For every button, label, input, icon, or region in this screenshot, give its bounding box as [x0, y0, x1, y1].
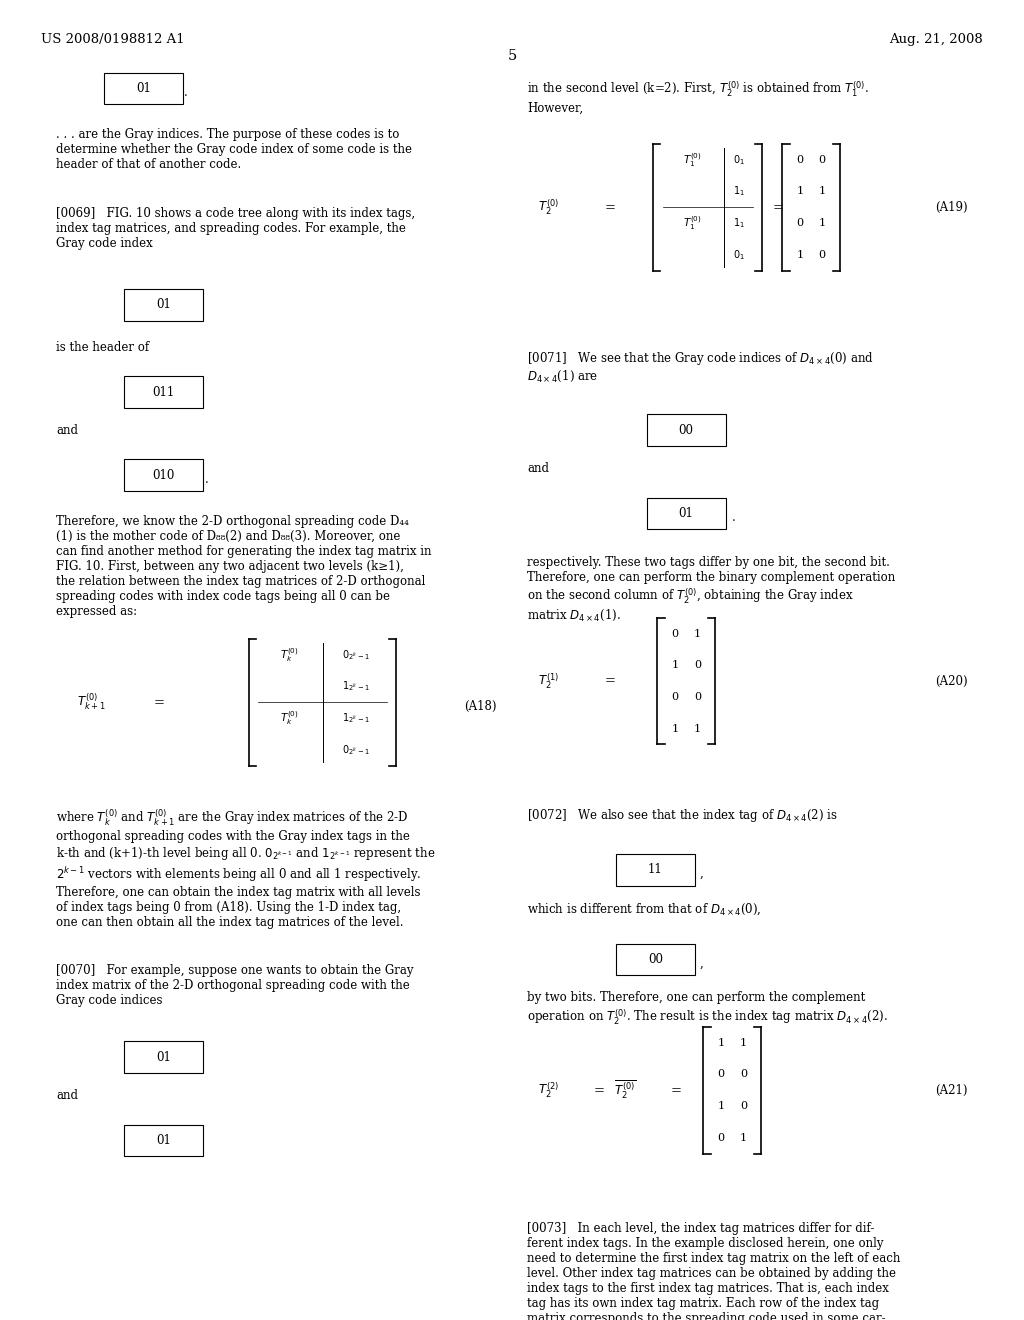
Text: (A21): (A21)	[935, 1084, 968, 1097]
Text: 01: 01	[679, 507, 693, 520]
Text: 1: 1	[672, 660, 678, 671]
Text: $T_2^{(2)}$: $T_2^{(2)}$	[538, 1081, 559, 1100]
Text: $\overline{T_2^{(0)}}$: $\overline{T_2^{(0)}}$	[614, 1080, 637, 1101]
Text: 1: 1	[797, 186, 803, 197]
Text: 0: 0	[718, 1069, 724, 1080]
Text: $T_2^{(1)}$: $T_2^{(1)}$	[538, 672, 559, 690]
Text: and: and	[56, 1089, 78, 1102]
Text: 010: 010	[153, 469, 175, 482]
Text: =: =	[604, 201, 615, 214]
Text: $T_2^{(0)}$: $T_2^{(0)}$	[538, 198, 559, 216]
Text: $0_1$: $0_1$	[733, 248, 745, 261]
Text: 1: 1	[718, 1101, 724, 1111]
Text: 01: 01	[157, 298, 171, 312]
FancyBboxPatch shape	[616, 944, 694, 975]
Text: and: and	[527, 462, 549, 475]
Text: by two bits. Therefore, one can perform the complement
operation on $T_2^{(0)}$.: by two bits. Therefore, one can perform …	[527, 991, 888, 1027]
Text: which is different from that of $D_{4\times4}$(0),: which is different from that of $D_{4\ti…	[527, 902, 762, 917]
Text: 0: 0	[740, 1069, 746, 1080]
Text: $1_1$: $1_1$	[733, 216, 745, 230]
Text: $T_{k+1}^{(0)}$: $T_{k+1}^{(0)}$	[77, 692, 105, 713]
Text: 00: 00	[679, 424, 693, 437]
Text: .: .	[205, 473, 209, 486]
Text: 0: 0	[694, 692, 700, 702]
Text: 0: 0	[797, 218, 803, 228]
Text: 0: 0	[819, 249, 825, 260]
Text: 1: 1	[672, 723, 678, 734]
Text: [0069]   FIG. 10 shows a code tree along with its index tags,
index tag matrices: [0069] FIG. 10 shows a code tree along w…	[56, 207, 416, 251]
Text: However,: However,	[527, 102, 584, 115]
Text: [0073]   In each level, the index tag matrices differ for dif-
ferent index tags: [0073] In each level, the index tag matr…	[527, 1222, 901, 1320]
Text: (A18): (A18)	[464, 700, 497, 713]
FancyBboxPatch shape	[125, 289, 203, 321]
Text: 0: 0	[672, 692, 678, 702]
Text: ,: ,	[699, 867, 703, 880]
Text: US 2008/0198812 A1: US 2008/0198812 A1	[41, 33, 184, 46]
Text: 1: 1	[819, 186, 825, 197]
Text: is the header of: is the header of	[56, 341, 150, 354]
Text: [0072]   We also see that the index tag of $D_{4\times4}$(2) is: [0072] We also see that the index tag of…	[527, 807, 839, 824]
FancyBboxPatch shape	[125, 459, 203, 491]
Text: 1: 1	[740, 1038, 746, 1048]
FancyBboxPatch shape	[616, 854, 694, 886]
FancyBboxPatch shape	[647, 414, 725, 446]
Text: 01: 01	[157, 1134, 171, 1147]
Text: 0: 0	[672, 628, 678, 639]
Text: 01: 01	[157, 1051, 171, 1064]
Text: (A20): (A20)	[935, 675, 968, 688]
Text: respectively. These two tags differ by one bit, the second bit.
Therefore, one c: respectively. These two tags differ by o…	[527, 556, 896, 623]
Text: 0: 0	[694, 660, 700, 671]
Text: 00: 00	[648, 953, 663, 966]
Text: and: and	[56, 424, 78, 437]
Text: (A19): (A19)	[935, 201, 968, 214]
Text: 0: 0	[718, 1133, 724, 1143]
Text: $1_{2^k-1}$: $1_{2^k-1}$	[342, 680, 370, 693]
Text: 0: 0	[819, 154, 825, 165]
Text: 1: 1	[694, 723, 700, 734]
Text: $T_k^{(0)}$: $T_k^{(0)}$	[280, 709, 299, 727]
Text: =: =	[671, 1084, 682, 1097]
Text: 11: 11	[648, 863, 663, 876]
Text: $T_1^{(0)}$: $T_1^{(0)}$	[683, 150, 701, 169]
Text: =: =	[773, 201, 784, 214]
Text: 1: 1	[819, 218, 825, 228]
Text: Therefore, we know the 2-D orthogonal spreading code D₄₄
(1) is the mother code : Therefore, we know the 2-D orthogonal sp…	[56, 515, 432, 618]
Text: $0_{2^k-1}$: $0_{2^k-1}$	[342, 743, 370, 756]
Text: $0_{2^k-1}$: $0_{2^k-1}$	[342, 648, 370, 661]
Text: 01: 01	[136, 82, 151, 95]
FancyBboxPatch shape	[104, 73, 182, 104]
Text: 1: 1	[718, 1038, 724, 1048]
Text: =: =	[604, 675, 615, 688]
Text: 0: 0	[740, 1101, 746, 1111]
Text: =: =	[154, 696, 165, 709]
FancyBboxPatch shape	[647, 498, 725, 529]
Text: .: .	[184, 86, 188, 99]
Text: $T_1^{(0)}$: $T_1^{(0)}$	[683, 214, 701, 232]
FancyBboxPatch shape	[125, 1041, 203, 1073]
Text: 1: 1	[694, 628, 700, 639]
Text: ,: ,	[699, 957, 703, 970]
Text: [0071]   We see that the Gray code indices of $D_{4\times4}$(0) and
$D_{4\times4: [0071] We see that the Gray code indices…	[527, 350, 874, 384]
Text: [0070]   For example, suppose one wants to obtain the Gray
index matrix of the 2: [0070] For example, suppose one wants to…	[56, 964, 414, 1007]
Text: where $T_k^{(0)}$ and $T_{k+1}^{(0)}$ are the Gray index matrices of the 2-D
ort: where $T_k^{(0)}$ and $T_{k+1}^{(0)}$ ar…	[56, 808, 435, 929]
FancyBboxPatch shape	[125, 1125, 203, 1156]
Text: $T_k^{(0)}$: $T_k^{(0)}$	[280, 645, 299, 664]
Text: 1: 1	[797, 249, 803, 260]
Text: =: =	[594, 1084, 605, 1097]
Text: Aug. 21, 2008: Aug. 21, 2008	[889, 33, 983, 46]
Text: 1: 1	[740, 1133, 746, 1143]
Text: $1_{2^k-1}$: $1_{2^k-1}$	[342, 711, 370, 725]
Text: .: .	[732, 511, 736, 524]
FancyBboxPatch shape	[125, 376, 203, 408]
Text: $0_1$: $0_1$	[733, 153, 745, 166]
Text: 5: 5	[507, 49, 517, 63]
Text: 011: 011	[153, 385, 175, 399]
Text: $1_1$: $1_1$	[733, 185, 745, 198]
Text: 0: 0	[797, 154, 803, 165]
Text: in the second level (k=2). First, $T_2^{(0)}$ is obtained from $T_1^{(0)}$.: in the second level (k=2). First, $T_2^{…	[527, 79, 869, 99]
Text: . . . are the Gray indices. The purpose of these codes is to
determine whether t: . . . are the Gray indices. The purpose …	[56, 128, 413, 172]
